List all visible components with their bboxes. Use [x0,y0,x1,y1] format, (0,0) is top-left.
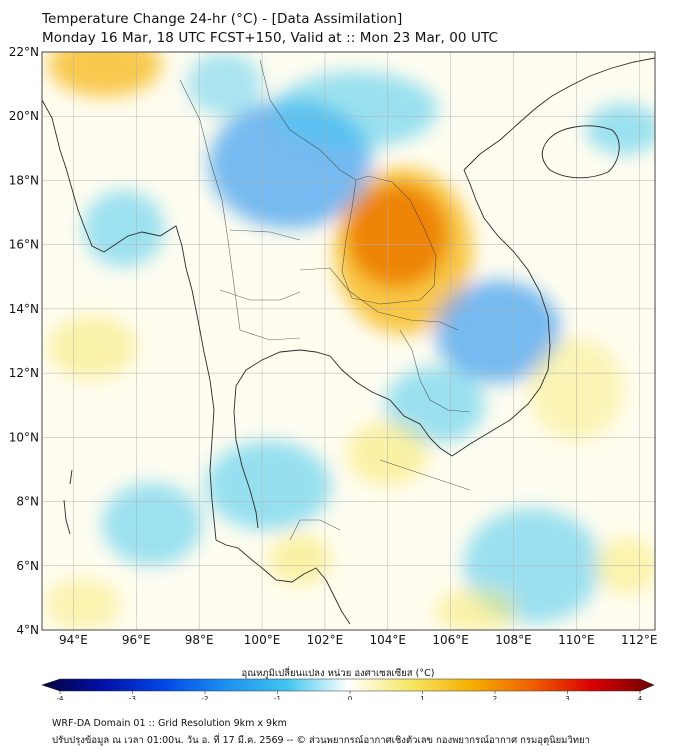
colorbar-ticks: -4 -3 -2 -1 0 1 2 3 4 [57,691,643,700]
latitude-labels: 22°N 20°N 18°N 16°N 14°N 12°N 10°N 8°N 6°N 4°N [9,45,39,637]
coastline-vietnam-south [451,169,551,457]
temperature-anomaly-blob [205,440,332,531]
colorbar-tick-label: -2 [202,695,209,700]
longitude-label: 96°E [122,633,151,647]
temperature-anomaly-blob [384,366,486,444]
longitude-label: 110°E [558,633,595,647]
map-subtitle: Monday 16 Mar, 18 UTC FCST+150, Valid at… [42,30,499,46]
temperature-field [45,52,655,630]
map-title: Temperature Change 24-hr (°C) - [Data As… [42,11,403,27]
temperature-anomaly-blob [48,52,162,97]
map-figure: 22°N 20°N 18°N 16°N 14°N 12°N 10°N 8°N 6°N 4°N 94… [9,45,658,700]
temperature-anomaly-blob [268,533,332,586]
temperature-anomaly-blob [585,103,655,155]
longitude-label: 112°E [621,633,658,647]
latitude-label: 10°N [9,430,39,444]
longitude-label: 102°E [307,633,344,647]
coastline-myanmar-west [42,99,217,541]
longitude-label: 108°E [495,633,532,647]
colorbar-tick-label: 3 [565,695,569,700]
latitude-label: 12°N [9,366,39,380]
colorbar-label: อุณหภูมิเปลี่ยนแปลง หน่วย องศาเซลเซียส (… [241,668,435,679]
footer-model-info: WRF-DA Domain 01 :: Grid Resolution 9km … [52,718,287,729]
latitude-label: 22°N [9,45,39,59]
coastline-hainan [541,125,620,179]
longitude-label: 106°E [432,633,469,647]
temperature-anomaly-blob [434,279,561,383]
latitude-label: 18°N [9,173,39,187]
colorbar-tick-label: 1 [420,695,424,700]
country-borders [179,59,471,541]
temperature-anomaly-blob [186,52,263,117]
colorbar-tick-label: -3 [129,695,136,700]
latitude-label: 16°N [9,238,39,252]
latitude-label: 4°N [16,623,39,637]
colorbar-tick-label: -1 [274,695,281,700]
longitude-label: 94°E [59,633,88,647]
longitude-labels: 94°E 96°E 98°E 100°E 102°E 104°E 106°E 108°E 110… [59,633,658,647]
temperature-anomaly-blob [434,588,517,630]
temperature-anomaly-blob [274,71,439,149]
latitude-label: 14°N [9,302,39,316]
latitude-label: 20°N [9,109,39,123]
coastline-andaman-islands [63,469,73,535]
longitude-label: 98°E [185,633,214,647]
colorbar-tick-label: 4 [638,695,643,700]
colorbar-tick-label: 2 [493,695,497,700]
temperature-anomaly-blob [48,315,137,380]
latitude-label: 6°N [16,559,39,573]
temperature-anomaly-blob [82,190,165,268]
coastlines [42,57,655,625]
colorbar: -4 -3 -2 -1 0 1 2 3 4 [41,678,655,700]
coastline-gulf-thailand-west [215,539,351,625]
temperature-anomaly-blob [334,167,473,335]
coastline-gulf-thailand [233,349,453,529]
plot-area [42,52,655,630]
lat-lon-grid [42,52,655,630]
temperature-anomaly-blob [45,578,121,630]
colorbar-tick-label: -4 [57,695,65,700]
temperature-anomaly-blob [101,482,203,566]
plot-frame [41,51,656,631]
latitude-label: 8°N [16,495,39,509]
coastline-gulf-tonkin [463,57,655,171]
longitude-label: 104°E [370,633,407,647]
colorbar-tick-label: 0 [348,695,352,700]
longitude-label: 100°E [244,633,281,647]
footer-update-info: ปรับปรุงข้อมูล ณ เวลา 01:00น. วัน อ. ที่… [52,735,590,746]
